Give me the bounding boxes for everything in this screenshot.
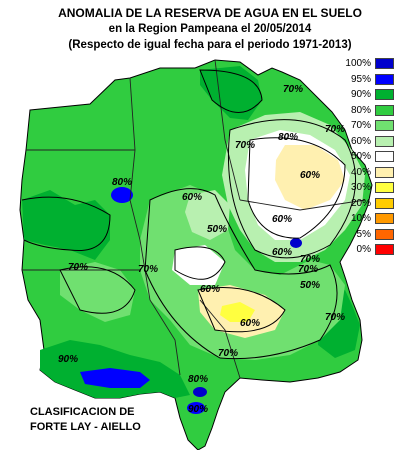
legend-row: 60% xyxy=(341,135,397,148)
legend-swatch xyxy=(375,135,394,147)
legend-label: 5% xyxy=(356,228,371,240)
legend-label: 80% xyxy=(350,104,371,116)
legend-swatch xyxy=(375,104,394,116)
contour-label: 60% xyxy=(240,318,260,329)
legend-swatch xyxy=(375,151,394,162)
zone-90-west xyxy=(22,190,110,260)
legend-row: 80% xyxy=(341,104,397,117)
zone-95-north xyxy=(193,387,207,397)
contour-label: 60% xyxy=(272,214,292,225)
legend-label: 20% xyxy=(350,197,371,209)
legend-row: 90% xyxy=(341,89,397,101)
zone-95-east xyxy=(290,238,302,248)
contour-label: 70% xyxy=(68,262,88,273)
legend-row: 10% xyxy=(341,213,397,225)
contour-lines xyxy=(21,69,357,360)
contour-label: 60% xyxy=(300,170,320,181)
legend-label: 30% xyxy=(350,182,371,193)
title-line-3: (Respecto de igual fecha para el periodo… xyxy=(68,39,352,51)
contour-label: 50% xyxy=(207,224,227,235)
contour-label: 60% xyxy=(200,284,220,295)
contour-label: 70% xyxy=(325,312,345,323)
legend-row: 95% xyxy=(341,73,397,86)
zone-30 xyxy=(220,302,255,322)
contour-labels: 70% 70% 80% 70% 80% 60% 50% 60% 60% 60% … xyxy=(58,84,345,415)
legend-row: 40% xyxy=(341,166,397,179)
legend-swatch xyxy=(375,213,394,224)
zone-100-southwest xyxy=(80,368,150,388)
legend-label: 10% xyxy=(350,213,371,224)
legend-label: 70% xyxy=(350,120,371,131)
contour-label: 90% xyxy=(188,404,208,415)
contour-label: 70% xyxy=(218,348,238,359)
legend-label: 90% xyxy=(350,89,371,100)
contour-label: 70% xyxy=(235,140,255,151)
contour-label: 60% xyxy=(272,247,292,258)
legend-swatch xyxy=(375,58,394,69)
map-title: ANOMALIA DE LA RESERVA DE AGUA EN EL SUE… xyxy=(0,5,420,53)
legend-label: 50% xyxy=(350,151,371,162)
legend-row: 5% xyxy=(341,228,397,241)
credit-line-1: CLASIFICACION DE xyxy=(30,406,135,418)
credit-line-2: FORTE LAY - AIELLO xyxy=(30,421,141,433)
contour-label: 70% xyxy=(300,254,320,265)
legend-label: 40% xyxy=(350,166,371,178)
legend-label: 100% xyxy=(345,58,371,69)
contour-label: 80% xyxy=(112,177,132,188)
legend-swatch xyxy=(375,120,394,131)
contour-label: 90% xyxy=(58,354,78,365)
contour-label: 80% xyxy=(188,374,208,385)
classification-credit: CLASIFICACION DE FORTE LAY - AIELLO xyxy=(30,405,200,435)
contour-label: 70% xyxy=(298,264,318,275)
legend-swatch xyxy=(375,166,394,178)
contour-label: 60% xyxy=(182,192,202,203)
legend-row: 50% xyxy=(341,151,397,163)
legend-row: 30% xyxy=(341,182,397,194)
legend-swatch xyxy=(375,197,394,209)
legend-label: 60% xyxy=(350,135,371,147)
legend-swatch xyxy=(375,89,394,100)
contour-label: 80% xyxy=(278,132,298,143)
title-line-1: ANOMALIA DE LA RESERVA DE AGUA EN EL SUE… xyxy=(58,6,362,20)
legend-swatch xyxy=(375,73,394,85)
legend-row: 0% xyxy=(341,244,397,256)
contour-label: 70% xyxy=(325,124,345,135)
legend-label: 0% xyxy=(356,244,371,255)
legend-row: 20% xyxy=(341,197,397,210)
zone-40-north xyxy=(275,145,345,210)
legend-row: 100% xyxy=(341,58,397,70)
contour-label: 50% xyxy=(300,280,320,291)
province-boundaries xyxy=(22,59,366,379)
title-line-2: en la Region Pampeana el 20/05/2014 xyxy=(108,23,312,35)
contour-label: 70% xyxy=(138,264,158,275)
contour-label: 70% xyxy=(283,84,303,95)
legend-label: 95% xyxy=(350,73,371,85)
legend-swatch xyxy=(375,244,394,255)
zone-100-south xyxy=(187,402,205,414)
zone-95-northwest xyxy=(111,187,133,203)
legend-swatch xyxy=(375,228,394,240)
legend-swatch xyxy=(375,182,394,193)
zone-90-north xyxy=(200,66,262,120)
legend-row: 70% xyxy=(341,120,397,132)
